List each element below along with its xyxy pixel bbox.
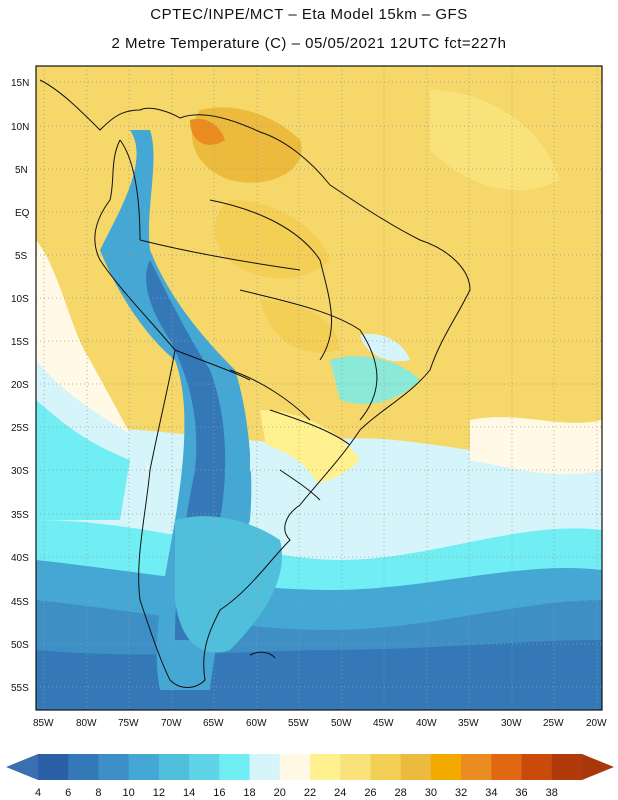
colorbar-label: 10	[123, 787, 135, 799]
lat-label: 30S	[11, 466, 29, 477]
lon-label: 25W	[543, 718, 564, 729]
colorbar-label: 22	[304, 787, 316, 799]
lat-label: EQ	[15, 208, 30, 219]
lat-label: 40S	[11, 553, 29, 564]
lat-label: 35S	[11, 510, 29, 521]
colorbar-swatch	[279, 754, 311, 780]
colorbar-swatch	[158, 754, 190, 780]
colorbar-swatch	[68, 754, 99, 780]
colorbar-swatch	[430, 754, 462, 780]
colorbar: 4 6 8 10 12 14 16 18 20 22 24 26 28 30 32 34 36 38	[6, 754, 614, 799]
lon-label: 65W	[203, 718, 224, 729]
lon-label: 55W	[288, 718, 309, 729]
colorbar-swatch	[189, 754, 220, 780]
lat-label: 15S	[11, 337, 29, 348]
colorbar-swatch	[461, 754, 492, 780]
colorbar-swatch	[400, 754, 432, 780]
colorbar-swatch	[370, 754, 402, 780]
colorbar-swatch	[98, 754, 130, 780]
colorbar-label: 38	[546, 787, 558, 799]
colorbar-label: 24	[334, 787, 346, 799]
colorbar-label: 34	[485, 787, 497, 799]
lon-label: 30W	[501, 718, 522, 729]
colorbar-label: 14	[183, 787, 195, 799]
lat-label: 5S	[15, 251, 28, 262]
colorbar-label: 6	[65, 787, 71, 799]
lat-label: 10S	[11, 294, 29, 305]
lat-label: 55S	[11, 683, 29, 694]
lat-label: 5N	[15, 165, 28, 176]
lon-label: 50W	[331, 718, 352, 729]
colorbar-label: 36	[515, 787, 527, 799]
lat-label: 25S	[11, 423, 29, 434]
lat-label: 20S	[11, 380, 29, 391]
colorbar-swatch	[38, 754, 69, 780]
colorbar-label: 26	[364, 787, 376, 799]
colorbar-label: 28	[395, 787, 407, 799]
lon-label: 20W	[586, 718, 607, 729]
colorbar-swatch	[249, 754, 281, 780]
lon-label: 35W	[458, 718, 479, 729]
map-title-line2: 2 Metre Temperature (C) – 05/05/2021 12U…	[111, 35, 507, 52]
lon-label: 75W	[118, 718, 139, 729]
colorbar-swatch	[128, 754, 160, 780]
coastlines	[39, 79, 471, 688]
lon-label: 80W	[76, 718, 97, 729]
map-title-line1: CPTEC/INPE/MCT – Eta Model 15km – GFS	[150, 6, 468, 23]
lon-label: 70W	[161, 718, 182, 729]
lat-label: 15N	[11, 78, 29, 89]
lon-label: 45W	[373, 718, 394, 729]
colorbar-label: 12	[153, 787, 165, 799]
colorbar-label: 32	[455, 787, 467, 799]
lat-label: 45S	[11, 597, 29, 608]
lon-label: 40W	[416, 718, 437, 729]
colorbar-swatch	[491, 754, 523, 780]
colorbar-swatch	[310, 754, 341, 780]
colorbar-swatch	[521, 754, 553, 780]
colorbar-label: 20	[274, 787, 286, 799]
temperature-field	[36, 66, 602, 710]
lon-label: 60W	[246, 718, 267, 729]
colorbar-label: 18	[243, 787, 255, 799]
colorbar-label: 16	[213, 787, 225, 799]
colorbar-label: 30	[425, 787, 437, 799]
lat-label: 50S	[11, 640, 29, 651]
colorbar-swatch	[340, 754, 371, 780]
lat-label: 10N	[11, 122, 29, 133]
colorbar-swatch	[551, 754, 583, 780]
colorbar-swatch	[219, 754, 251, 780]
colorbar-under-arrow	[6, 754, 38, 780]
colorbar-label: 4	[35, 787, 41, 799]
colorbar-over-arrow	[582, 754, 614, 780]
graticule	[36, 66, 602, 710]
map-frame	[35, 65, 603, 711]
lon-label: 85W	[33, 718, 54, 729]
colorbar-label: 8	[95, 787, 101, 799]
